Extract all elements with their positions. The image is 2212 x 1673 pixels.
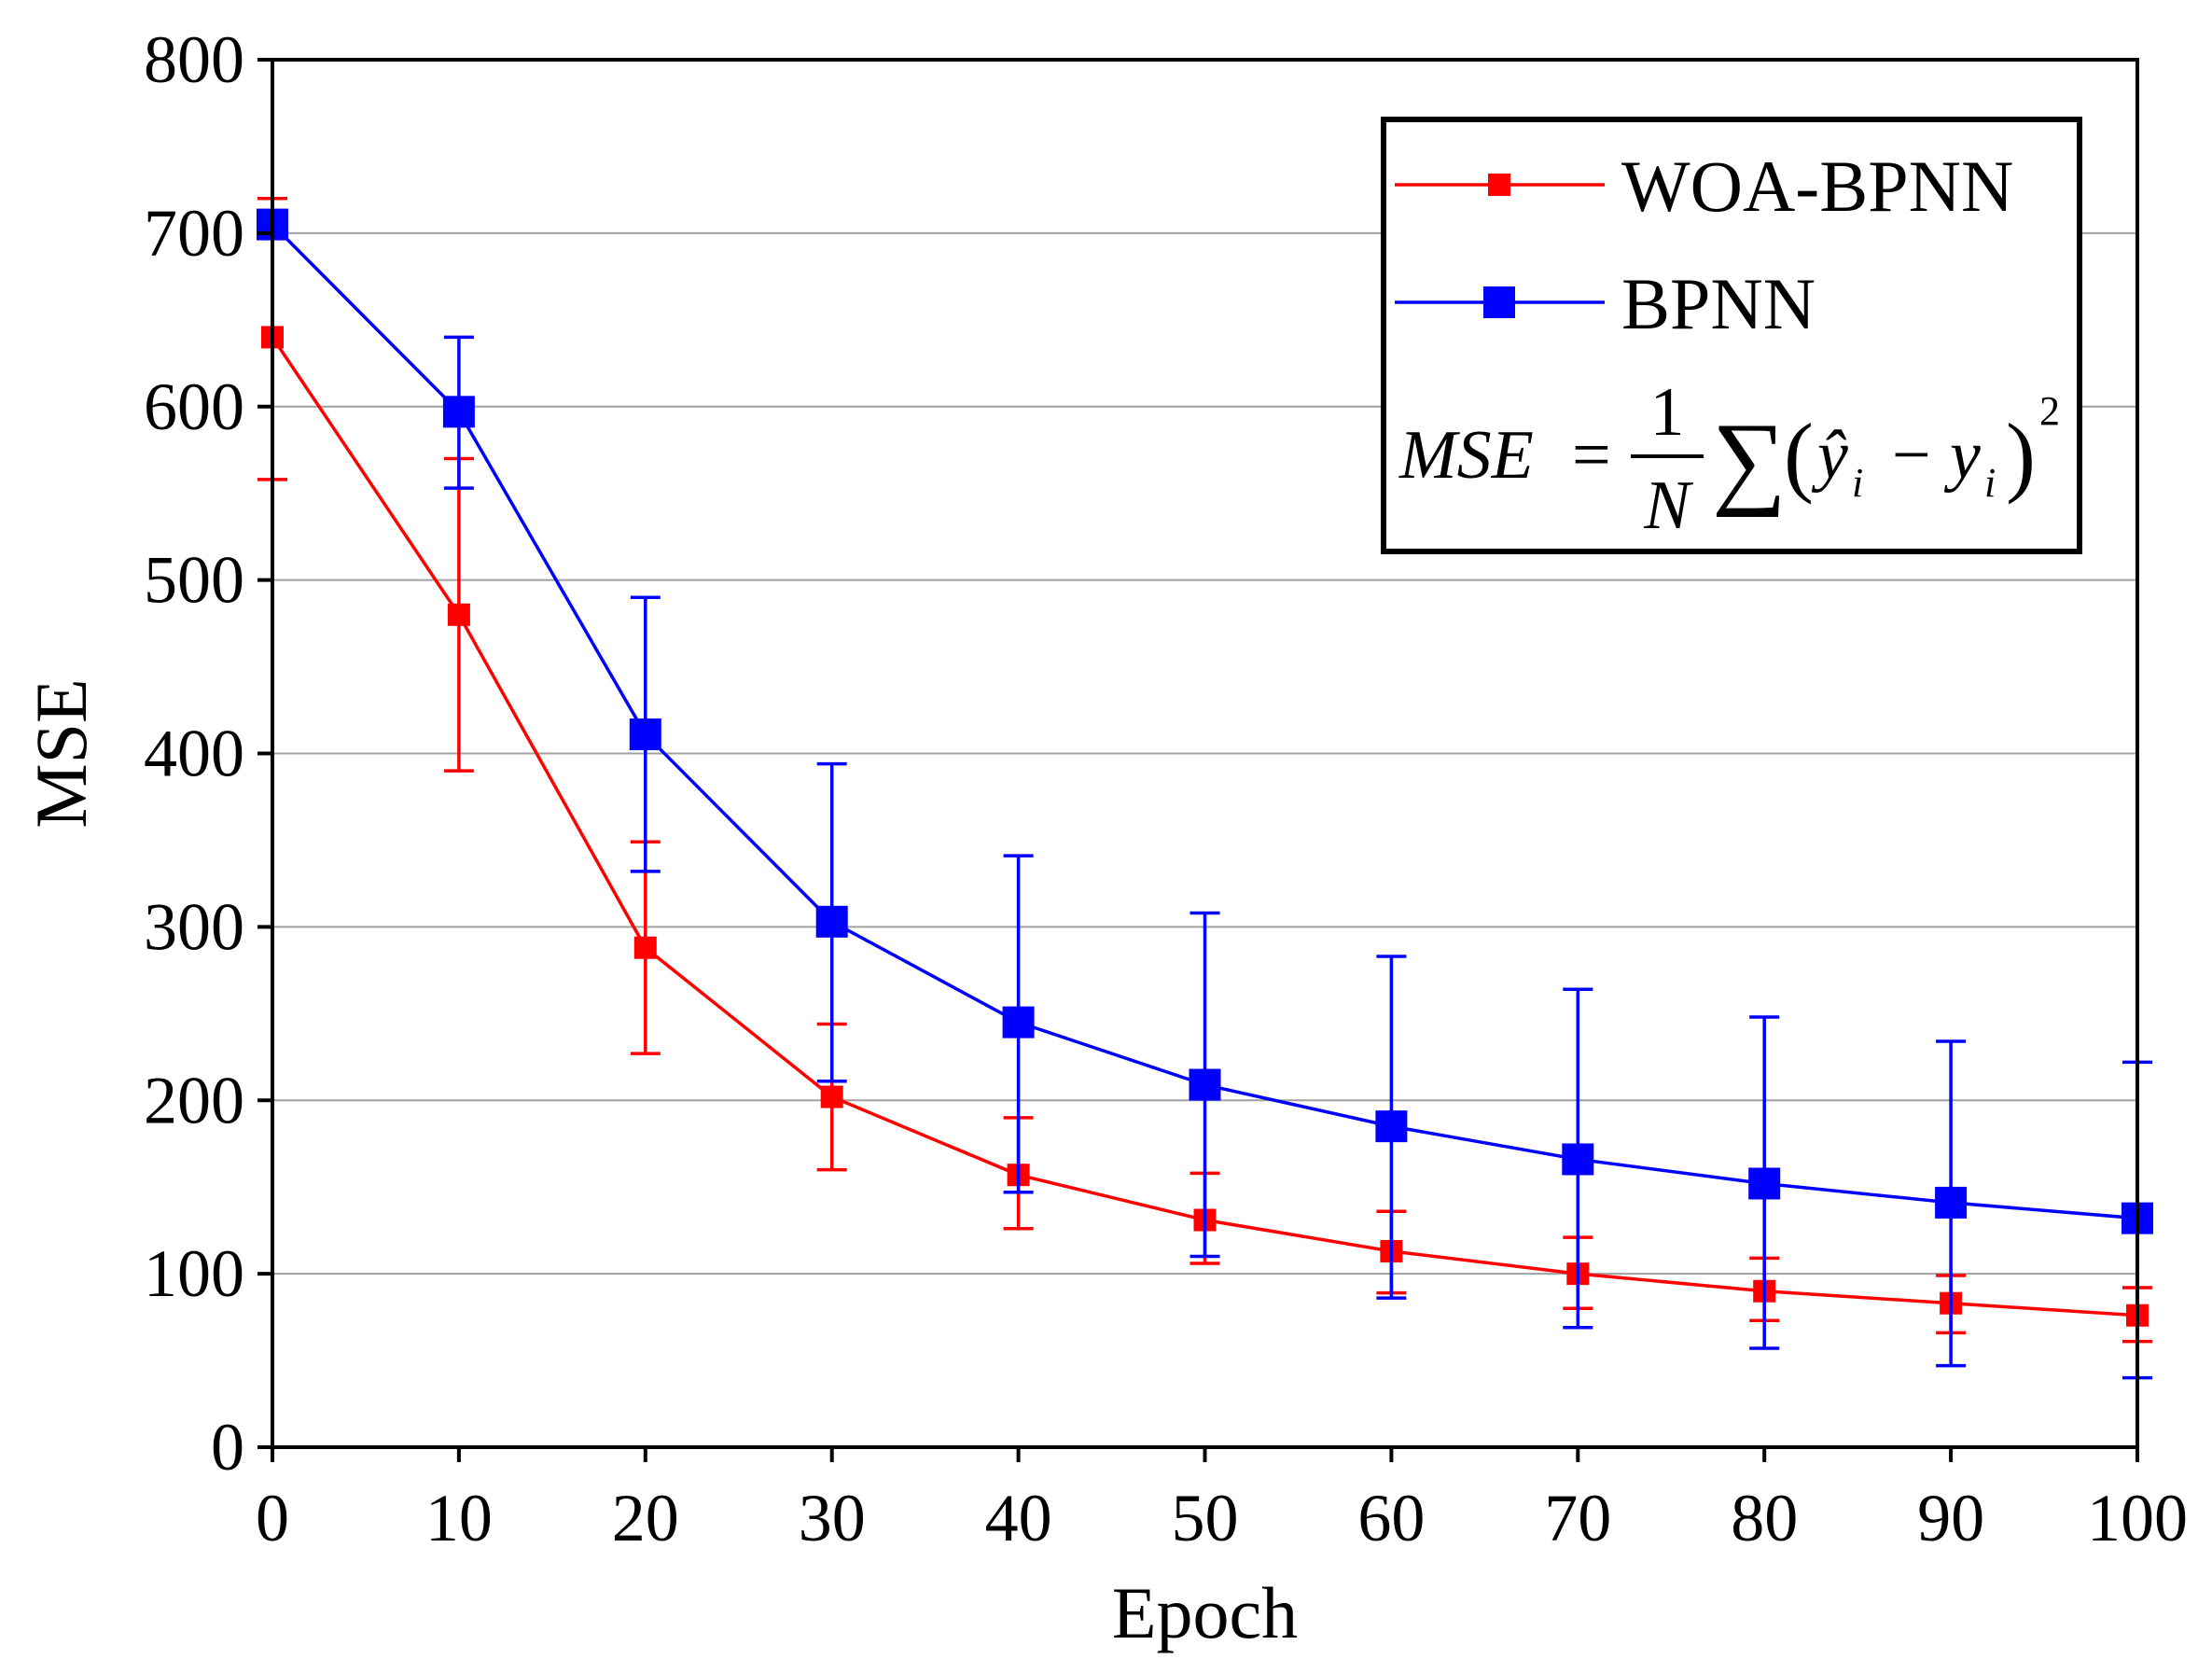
series-bpnn	[257, 208, 2153, 1380]
formula-yhat: ŷ	[1811, 417, 1848, 494]
x-tick-label-20: 20	[612, 1481, 679, 1555]
legend-marker-bpnn	[1483, 286, 1515, 318]
x-tick-label-90: 90	[1917, 1481, 1984, 1555]
legend-entries: WOA-BPNN BPNN	[1395, 146, 2013, 344]
formula-left-paren: (	[1784, 405, 1814, 505]
data-point-bpnn	[629, 718, 661, 751]
data-point-bpnn	[1748, 1167, 1781, 1200]
data-point-bpnn	[1935, 1186, 1968, 1219]
series-layer	[257, 196, 2153, 1380]
formula-minus: −	[1892, 417, 1931, 494]
legend: WOA-BPNN BPNN MSE = 1 N ∑ ( ŷ i − y i ) 2	[1381, 117, 2082, 554]
y-tick-label-300: 300	[144, 889, 244, 964]
axis-ticks: 0 10 20 30 40 50 60 70 80 90 100 0 100 200 300 400 500 60…	[144, 22, 2188, 1555]
data-point-bpnn	[1189, 1068, 1221, 1101]
data-point-bpnn	[442, 396, 475, 428]
formula-sum: ∑	[1712, 402, 1787, 518]
y-tick-label-600: 600	[144, 369, 244, 444]
data-point-bpnn	[1002, 1006, 1035, 1039]
legend-label-bpnn: BPNN	[1621, 263, 1816, 344]
data-point-woa-bpnn	[447, 603, 470, 626]
y-tick-label-100: 100	[144, 1236, 244, 1311]
x-tick-label-100: 100	[2087, 1481, 2188, 1555]
x-tick-label-10: 10	[425, 1481, 493, 1555]
y-tick-label-400: 400	[144, 717, 244, 791]
data-point-bpnn	[815, 905, 848, 938]
formula-exponent: 2	[2039, 388, 2060, 434]
y-tick-label-800: 800	[144, 22, 244, 97]
mse-formula: MSE = 1 N ∑ ( ŷ i − y i ) 2	[1398, 374, 2060, 544]
y-axis-title: MSE	[21, 678, 102, 828]
formula-right-paren: )	[2006, 405, 2036, 505]
legend-marker-woa-bpnn	[1488, 174, 1510, 196]
x-axis-title: Epoch	[1112, 1572, 1298, 1653]
formula-subscript-2: i	[1984, 460, 1996, 506]
x-tick-label-30: 30	[799, 1481, 866, 1555]
x-tick-label-0: 0	[256, 1481, 289, 1555]
data-point-bpnn	[1375, 1110, 1408, 1143]
data-point-woa-bpnn	[633, 936, 657, 959]
formula-lhs: MSE	[1398, 417, 1534, 494]
legend-label-woa-bpnn: WOA-BPNN	[1621, 146, 2013, 227]
data-point-bpnn	[1562, 1143, 1594, 1176]
x-tick-label-60: 60	[1357, 1481, 1425, 1555]
x-tick-label-50: 50	[1172, 1481, 1239, 1555]
x-tick-label-80: 80	[1731, 1481, 1798, 1555]
formula-equals: =	[1572, 417, 1611, 494]
formula-numerator: 1	[1650, 374, 1685, 451]
y-tick-label-500: 500	[144, 543, 244, 618]
y-tick-label-200: 200	[144, 1063, 244, 1137]
formula-y: y	[1943, 417, 1981, 494]
x-tick-label-70: 70	[1544, 1481, 1611, 1555]
y-tick-label-700: 700	[144, 196, 244, 271]
x-tick-label-40: 40	[985, 1481, 1052, 1555]
formula-subscript-1: i	[1852, 460, 1863, 506]
data-point-woa-bpnn	[820, 1085, 843, 1108]
y-tick-label-0: 0	[211, 1410, 244, 1485]
formula-denominator: N	[1643, 467, 1693, 544]
